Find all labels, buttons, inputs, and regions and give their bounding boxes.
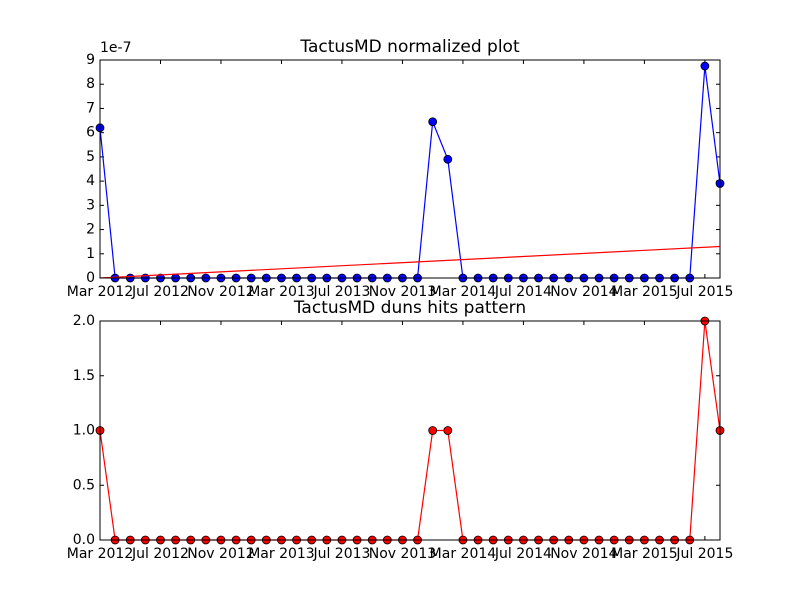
x-tick-label: Nov 2013: [369, 546, 436, 562]
x-tick-label: Nov 2014: [550, 284, 617, 300]
x-tick-label: Jul 2013: [312, 284, 370, 300]
data-point: [443, 154, 453, 164]
plot-area: [100, 60, 720, 278]
y-tick-label: 0.5: [73, 477, 95, 493]
series-line: [99, 245, 721, 279]
x-tick-label: Jul 2014: [494, 546, 552, 562]
x-tick-label: Jul 2013: [312, 546, 370, 562]
axes-frame: [99, 320, 721, 541]
chart-title: TactusMD duns hits pattern: [293, 298, 526, 318]
y-offset-label: 1e-7: [100, 40, 131, 56]
x-tick-label: Mar 2013: [248, 546, 315, 562]
y-tick-label: 7: [86, 100, 95, 116]
x-tick-label: Mar 2012: [67, 284, 134, 300]
y-tick-label: 2.0: [73, 313, 95, 329]
x-tick-label: Nov 2012: [187, 546, 254, 562]
x-tick-label: Nov 2012: [187, 284, 254, 300]
y-tick-label: 1.0: [73, 423, 95, 439]
x-tick-label: Jul 2012: [131, 284, 189, 300]
y-tick-label: 8: [86, 76, 95, 92]
y-tick-label: 9: [86, 52, 95, 68]
y-tick-label: 0: [86, 270, 95, 286]
x-tick-label: Mar 2015: [611, 284, 678, 300]
x-tick-label: Jul 2015: [675, 284, 733, 300]
x-tick-label: Mar 2012: [67, 546, 134, 562]
y-tick-label: 1: [86, 246, 95, 262]
x-tick-label: Nov 2014: [550, 546, 617, 562]
y-tick-label: 5: [86, 149, 95, 165]
x-tick-label: Jul 2014: [494, 284, 552, 300]
x-tick-label: Mar 2014: [430, 546, 497, 562]
data-point: [428, 426, 438, 435]
y-tick-label: 0.0: [73, 532, 95, 548]
x-tick-label: Mar 2015: [611, 546, 678, 562]
x-tick-label: Mar 2014: [430, 284, 497, 300]
x-tick-label: Mar 2013: [248, 284, 315, 300]
x-tick-label: Nov 2013: [369, 284, 436, 300]
axes-frame: [99, 59, 721, 279]
chart-title: TactusMD normalized plot: [299, 37, 520, 57]
data-point: [428, 117, 438, 127]
y-tick-label: 6: [86, 125, 95, 141]
y-tick-label: 3: [86, 197, 95, 213]
y-tick-label: 1.5: [73, 368, 95, 384]
y-tick-label: 2: [86, 222, 95, 238]
x-tick-label: Jul 2015: [675, 546, 733, 562]
plot-area: [100, 321, 720, 540]
data-point: [443, 426, 453, 435]
x-tick-label: Jul 2012: [131, 546, 189, 562]
data-point: [700, 61, 710, 71]
y-tick-label: 4: [86, 173, 95, 189]
